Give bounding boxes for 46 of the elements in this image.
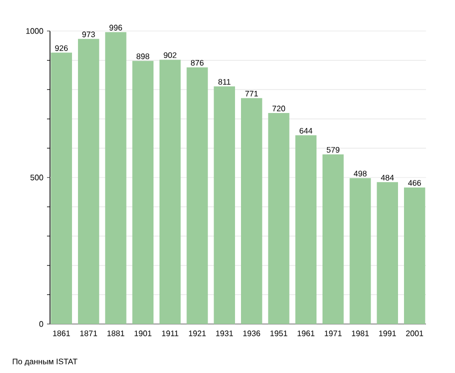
bar <box>186 67 208 324</box>
data-label: 579 <box>326 146 340 153</box>
bar <box>350 178 371 324</box>
bar <box>404 187 426 324</box>
x-tick-label: 1991 <box>379 330 396 336</box>
x-tick-label: 1861 <box>53 330 70 336</box>
bar <box>268 113 290 324</box>
y-tick-label: 1000 <box>26 28 44 34</box>
x-tick-label: 1871 <box>80 330 98 336</box>
x-tick-label: 1936 <box>243 330 260 336</box>
x-tick-label: 1901 <box>134 330 152 336</box>
data-label: 973 <box>82 32 95 38</box>
x-tick-label: 1931 <box>216 330 233 336</box>
bar <box>322 154 344 324</box>
data-label: 926 <box>55 45 68 51</box>
bar <box>214 86 236 324</box>
text: По данным ISTAT <box>12 358 78 366</box>
data-label: 466 <box>408 180 421 186</box>
data-label: 996 <box>109 24 122 30</box>
bar <box>295 135 317 324</box>
bar <box>132 60 154 324</box>
x-tick-label: 1971 <box>324 330 342 336</box>
x-tick-label: 2001 <box>406 330 424 336</box>
x-tick-label: 1881 <box>107 330 124 336</box>
data-label: 498 <box>354 170 367 176</box>
bar <box>50 52 72 324</box>
data-label: 771 <box>245 90 258 96</box>
data-label: 720 <box>272 106 286 112</box>
bar <box>105 32 126 324</box>
bar <box>159 60 181 324</box>
bar <box>240 98 262 324</box>
data-label: 902 <box>164 52 176 58</box>
data-label: 876 <box>190 60 204 66</box>
data-label: 898 <box>136 54 150 60</box>
x-tick-label: 1951 <box>270 330 288 336</box>
x-tick-label: 1921 <box>188 330 206 336</box>
y-tick-label: 0 <box>39 321 44 327</box>
data-label: 484 <box>380 174 394 180</box>
data-label: 644 <box>300 128 312 134</box>
data-label: 811 <box>218 79 230 85</box>
bar <box>376 182 398 324</box>
bar <box>78 38 100 324</box>
x-tick-label: 1981 <box>352 330 369 336</box>
x-tick-label: 1961 <box>298 330 314 336</box>
y-tick-label: 500 <box>30 174 44 180</box>
x-tick-label: 1911 <box>162 330 178 336</box>
